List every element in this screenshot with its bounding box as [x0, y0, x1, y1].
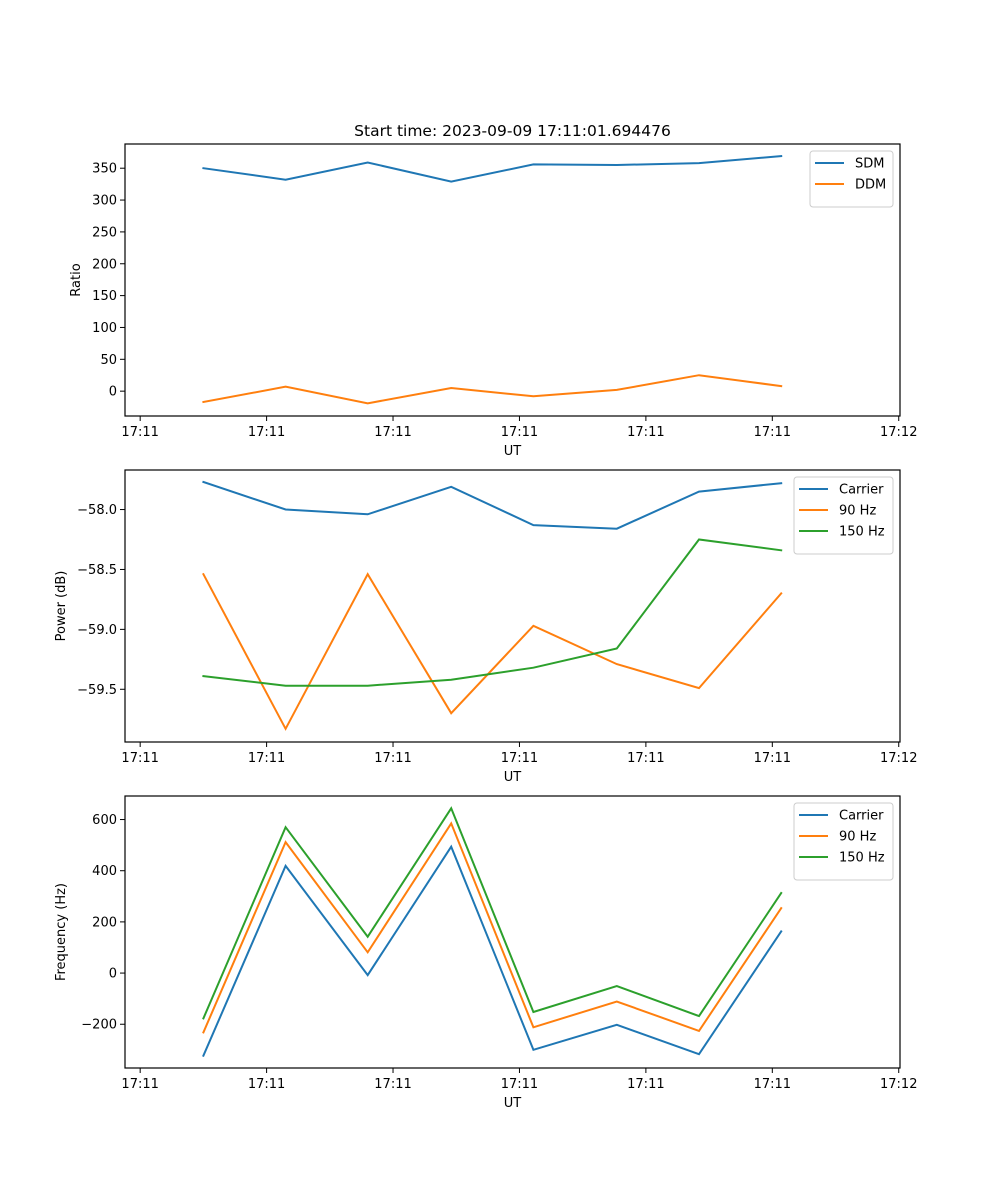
legend-label: Carrier [839, 483, 884, 498]
y-tick-label: 200 [92, 915, 117, 930]
x-tick-label: 17:11 [627, 425, 664, 440]
legend-label: 90 Hz [839, 830, 876, 845]
ratio-panel: 17:11 17:11 17:11 17:11 17:11 17:11 17:12 0 50 10… [69, 143, 917, 459]
x-tick-label: 17:11 [501, 751, 538, 766]
x-tick-label: 17:12 [880, 751, 917, 766]
y-axis-label: Ratio [69, 263, 84, 296]
x-tick-label: 17:11 [754, 1077, 791, 1092]
legend-label: SDM [855, 157, 884, 172]
y-tick-label: 0 [109, 967, 117, 982]
y-tick-label: 350 [92, 162, 117, 177]
y-tick-label: 0 [109, 385, 117, 400]
x-tick-label: 17:12 [880, 1077, 917, 1092]
y-tick-label: −58.5 [77, 563, 117, 578]
axes-frame [124, 795, 901, 1069]
y-tick-label: 300 [92, 194, 117, 209]
series-line-150-hz [202, 538, 783, 687]
y-tick-label: 200 [92, 257, 117, 272]
x-tick-label: 17:11 [248, 1077, 285, 1092]
legend-label: 150 Hz [839, 525, 885, 540]
series-line-150-hz [202, 806, 783, 1020]
y-axis-label: Frequency (Hz) [54, 883, 69, 981]
series-line-90-hz [202, 572, 783, 731]
legend-box [793, 802, 894, 881]
series-line-ddm [202, 374, 783, 405]
y-tick-label: −200 [81, 1018, 117, 1033]
y-tick-label: 100 [92, 321, 117, 336]
legend: Carrier 90 Hz 150 Hz [793, 802, 894, 881]
x-tick-label: 17:11 [121, 751, 158, 766]
series-line-carrier [202, 480, 783, 530]
x-tick-label: 17:11 [627, 751, 664, 766]
y-tick-label: 400 [92, 864, 117, 879]
y-tick-label: 150 [92, 289, 117, 304]
legend: Carrier 90 Hz 150 Hz [793, 476, 894, 555]
y-tick-label: 600 [92, 813, 117, 828]
x-tick-label: 17:11 [754, 425, 791, 440]
x-tick-label: 17:11 [501, 1077, 538, 1092]
y-tick-label: −59.5 [77, 683, 117, 698]
legend-label: DDM [855, 178, 886, 193]
x-axis-label: UT [504, 1096, 522, 1111]
series-line-sdm [202, 155, 783, 183]
legend-box [793, 476, 894, 555]
legend-label: Carrier [839, 809, 884, 824]
y-tick-label: −58.0 [77, 503, 117, 518]
y-tick-label: 250 [92, 225, 117, 240]
figure-title: Start time: 2023-09-09 17:11:01.694476 [354, 122, 671, 140]
legend-box [809, 150, 894, 208]
x-tick-label: 17:12 [880, 425, 917, 440]
x-tick-label: 17:11 [374, 425, 411, 440]
x-tick-label: 17:11 [374, 751, 411, 766]
axes-frame [124, 469, 901, 743]
y-axis-label: Power (dB) [54, 571, 69, 642]
legend-label: 150 Hz [839, 851, 885, 866]
series-line-90-hz [202, 821, 783, 1034]
axes-frame [124, 143, 901, 417]
x-tick-label: 17:11 [501, 425, 538, 440]
x-tick-label: 17:11 [374, 1077, 411, 1092]
x-tick-label: 17:11 [627, 1077, 664, 1092]
power-panel: 17:11 17:11 17:11 17:11 17:11 17:11 17:12 −59.5… [54, 469, 917, 785]
series-line-carrier [202, 844, 783, 1058]
x-axis-label: UT [504, 770, 522, 785]
frequency-panel: 17:11 17:11 17:11 17:11 17:11 17:11 17:12 −200 0… [54, 795, 917, 1111]
x-axis-label: UT [504, 444, 522, 459]
x-tick-label: 17:11 [248, 425, 285, 440]
x-tick-label: 17:11 [121, 425, 158, 440]
y-tick-label: −59.0 [77, 623, 117, 638]
x-tick-label: 17:11 [248, 751, 285, 766]
y-tick-label: 50 [100, 353, 117, 368]
x-tick-label: 17:11 [754, 751, 791, 766]
x-tick-label: 17:11 [121, 1077, 158, 1092]
legend: SDM DDM [809, 150, 894, 208]
legend-label: 90 Hz [839, 504, 876, 519]
